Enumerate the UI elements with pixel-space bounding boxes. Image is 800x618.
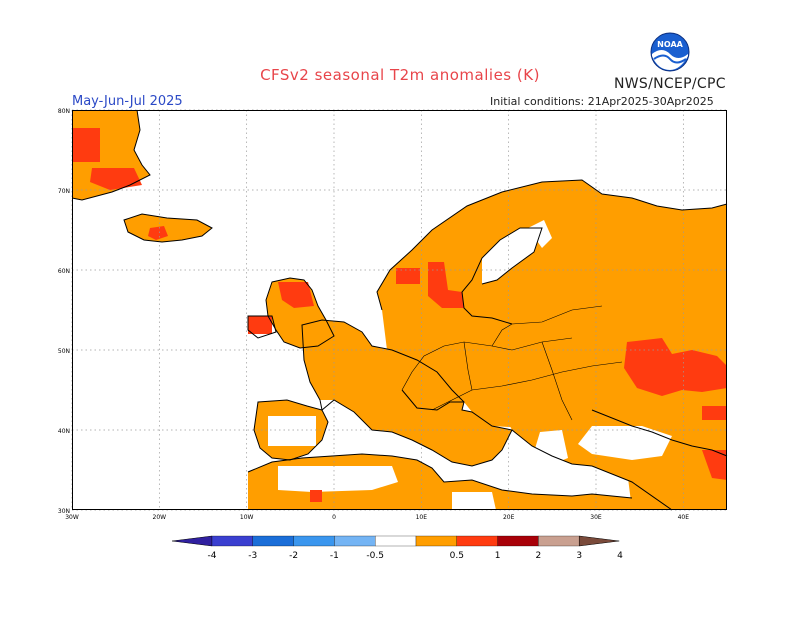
lat-tick-label: 60N bbox=[58, 268, 70, 275]
colorbar-cell bbox=[415, 535, 457, 547]
anomaly-region-ukraine-hot bbox=[624, 338, 727, 396]
lon-tick-label: 10W bbox=[240, 514, 254, 521]
lat-tick-label: 30N bbox=[58, 508, 70, 515]
colorbar-cell bbox=[293, 535, 335, 547]
lon-tick-label: 10E bbox=[416, 514, 428, 521]
lon-tick-label: 20E bbox=[503, 514, 515, 521]
latitude-labels: 80N 70N 60N 50N 40N 30N bbox=[58, 108, 70, 515]
agency-label: NWS/NCEP/CPC bbox=[614, 76, 726, 92]
lon-tick-label: 20W bbox=[153, 514, 167, 521]
lat-tick-label: 40N bbox=[58, 428, 70, 435]
colorbar-cell bbox=[497, 535, 539, 547]
colorbar-cell bbox=[334, 535, 376, 547]
anomaly-region-turkey-gap bbox=[578, 426, 672, 460]
anomaly-region-sweden-gap bbox=[482, 228, 542, 284]
initial-conditions-label: Initial conditions: 21Apr2025-30Apr2025 bbox=[490, 95, 714, 108]
lon-tick-label: 30W bbox=[65, 514, 79, 521]
colorbar-label: 4 bbox=[617, 551, 623, 561]
colorbar-cell bbox=[375, 535, 417, 547]
lon-tick-label: 0 bbox=[332, 514, 336, 521]
anomaly-region-scotland-hot bbox=[278, 282, 314, 308]
anomaly-region-sahara-gap bbox=[452, 492, 496, 510]
anomaly-region-greenland-hot bbox=[72, 128, 100, 162]
colorbar-label: -0.5 bbox=[366, 551, 384, 561]
anomaly-region-mideast-hot bbox=[702, 450, 727, 480]
anomaly-map: 80N 70N 60N 50N 40N 30N 30W 20W 10W 0 10E 20E 30E 40… bbox=[58, 108, 728, 521]
anomaly-region-greenland-hot-2 bbox=[90, 168, 142, 190]
colorbar: -4 -3 -2 -1 -0.5 0.5 1 2 3 4 bbox=[172, 535, 623, 561]
lon-tick-label: 40E bbox=[678, 514, 690, 521]
anomaly-region-caucasus-hot bbox=[702, 406, 727, 420]
anomaly-region-iceland-hot bbox=[148, 226, 168, 240]
colorbar-cell bbox=[578, 535, 620, 547]
anomaly-region-iceland bbox=[124, 214, 212, 242]
colorbar-label: 3 bbox=[576, 551, 582, 561]
logo-text: NOAA bbox=[657, 40, 683, 49]
anomaly-region-iberia-gap bbox=[268, 416, 316, 446]
colorbar-label: -3 bbox=[248, 551, 257, 561]
colorbar-cell bbox=[172, 535, 213, 547]
coastlines bbox=[71, 109, 728, 511]
country-borders bbox=[401, 305, 623, 421]
anomaly-region-maghreb-gap bbox=[278, 466, 398, 492]
anomaly-region-western-europe bbox=[302, 320, 512, 466]
lat-tick-label: 80N bbox=[58, 108, 70, 115]
colorbar-label: 2 bbox=[536, 551, 542, 561]
colorbar-label: -4 bbox=[208, 551, 217, 561]
lat-tick-label: 70N bbox=[58, 188, 70, 195]
anomaly-region-ireland-hot bbox=[248, 316, 272, 334]
map-frame bbox=[72, 110, 727, 510]
longitude-labels: 30W 20W 10W 0 10E 20E 30E 40E bbox=[65, 514, 689, 521]
anomaly-region-morocco-hot bbox=[310, 490, 322, 502]
colorbar-cell bbox=[252, 535, 294, 547]
colorbar-cell bbox=[211, 535, 253, 547]
anomaly-layer bbox=[72, 110, 727, 510]
colorbar-label: -2 bbox=[289, 551, 298, 561]
map-title: CFSv2 seasonal T2m anomalies (K) bbox=[260, 66, 540, 84]
colorbar-cell bbox=[456, 535, 498, 547]
anomaly-region-sweden-hot bbox=[428, 262, 464, 308]
anomaly-region-greece-gap bbox=[534, 430, 568, 466]
anomaly-region-norway-hot bbox=[396, 268, 420, 284]
colorbar-label: 0.5 bbox=[450, 551, 464, 561]
colorbar-label: -1 bbox=[330, 551, 339, 561]
colorbar-cell bbox=[538, 535, 580, 547]
lon-tick-label: 30E bbox=[590, 514, 602, 521]
noaa-logo-icon: NOAA bbox=[650, 32, 690, 72]
season-label: May-Jun-Jul 2025 bbox=[72, 94, 183, 109]
colorbar-label: 1 bbox=[495, 551, 501, 561]
lat-tick-label: 50N bbox=[58, 348, 70, 355]
